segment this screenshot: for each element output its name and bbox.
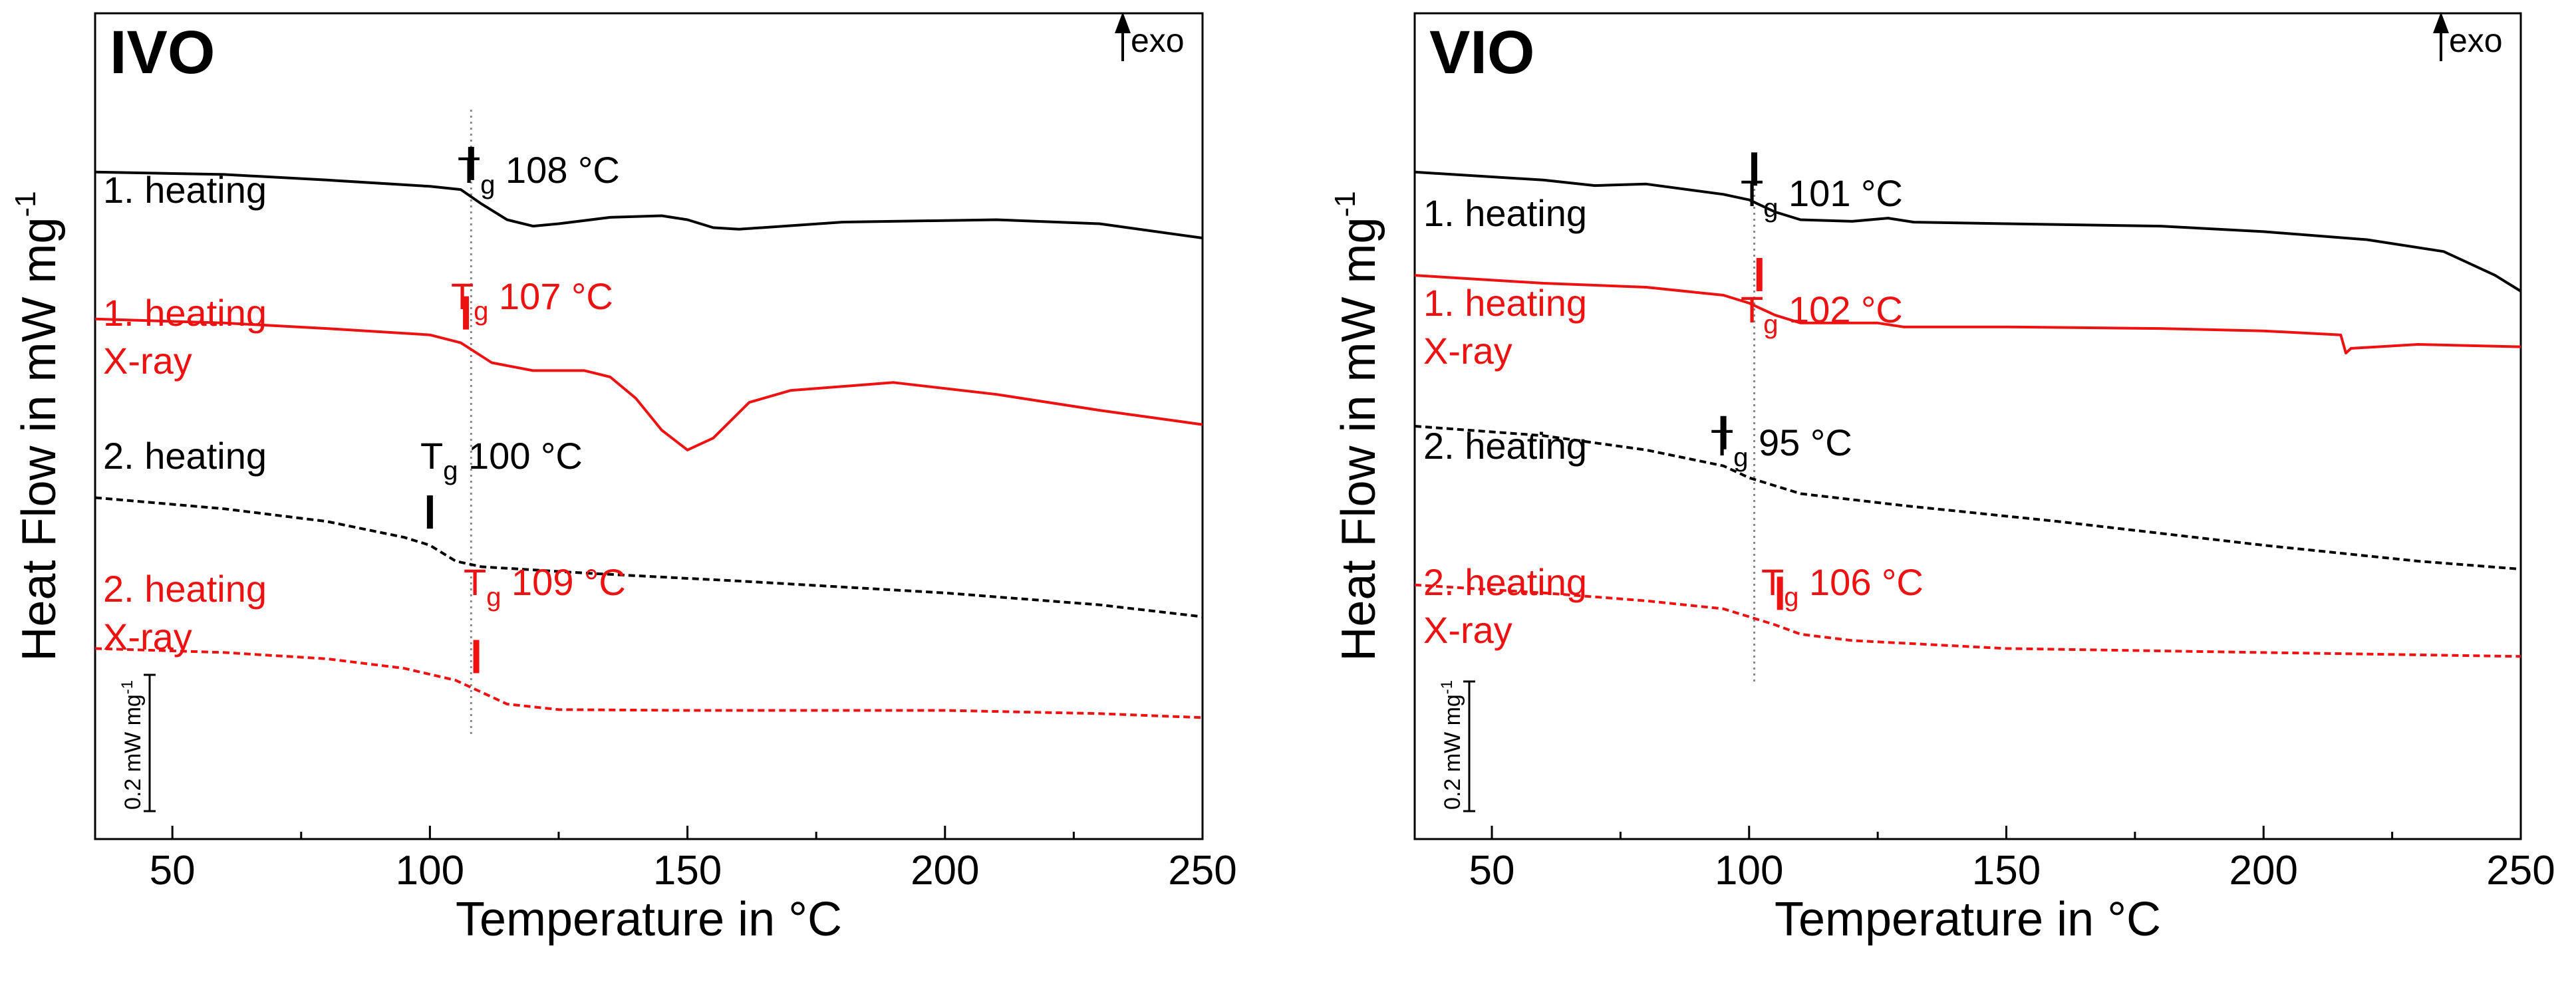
- series-line-3: [94, 496, 1203, 618]
- series-label-line: 1. heating: [103, 169, 267, 211]
- exo-arrow-head: [2433, 12, 2449, 33]
- series-label-line: 1. heating: [1423, 282, 1587, 324]
- tg-label-2: Tg 107 °C: [451, 275, 613, 326]
- y-axis-label-superscript: -1: [9, 191, 42, 217]
- series-label-line: X-ray: [1423, 609, 1512, 651]
- series-line-4: [94, 647, 1203, 719]
- tg-label-1: Tg 101 °C: [1741, 172, 1903, 223]
- series-line-3: [1414, 425, 2521, 570]
- tg-subscript: g: [486, 582, 501, 612]
- scale-bar-label-text: 0.2 mW mg: [120, 694, 146, 810]
- x-tick-label: 50: [150, 848, 196, 894]
- y-axis-label-superscript: -1: [1329, 191, 1361, 217]
- tg-value: 106 °C: [1798, 561, 1923, 603]
- series-line-2: [1414, 274, 2521, 355]
- series-label-3: 2. heating: [1423, 425, 1587, 467]
- tg-subscript: g: [474, 297, 488, 326]
- panel-title: VIO: [1429, 19, 1534, 86]
- series-label-line: 2. heating: [103, 568, 267, 610]
- x-tick-label: 200: [911, 848, 979, 894]
- tg-subscript: g: [443, 456, 458, 485]
- chart-panel-vio: 50 100 150 200 250 Temperature in °C Heat Flow…: [1329, 12, 2555, 946]
- tg-value: 102 °C: [1778, 289, 1902, 330]
- tg-label-3: Tg 100 °C: [420, 435, 583, 485]
- series-label-3: 2. heating: [103, 435, 267, 477]
- tg-letter: T: [464, 561, 486, 603]
- tg-letter: T: [458, 149, 480, 191]
- series-line-4: [1414, 583, 2521, 658]
- series-label-line: X-ray: [1423, 330, 1512, 372]
- tg-subscript: g: [1784, 582, 1798, 612]
- x-tick-label: 150: [1972, 848, 2041, 894]
- tg-label-4: Tg 106 °C: [1761, 561, 1924, 612]
- x-tick-label: 150: [653, 848, 722, 894]
- exo-label: exo: [2449, 22, 2503, 59]
- series-label-line: X-ray: [103, 616, 192, 658]
- x-tick-label: 250: [2486, 848, 2555, 894]
- tg-label-2: Tg 102 °C: [1741, 289, 1903, 339]
- series-label-line: 2. heating: [1423, 425, 1587, 467]
- tg-letter: T: [1761, 561, 1784, 603]
- y-axis-label: Heat Flow in mW mg-1: [1329, 191, 1385, 661]
- series-label-line: 1. heating: [103, 292, 267, 334]
- tg-letter: T: [420, 435, 443, 477]
- tg-value: 95 °C: [1748, 422, 1852, 463]
- series-label-2: 1. heating X-ray: [1423, 282, 1587, 372]
- series-label-line: 2. heating: [103, 435, 267, 477]
- x-tick-label: 200: [2229, 848, 2298, 894]
- x-axis-label: Temperature in °C: [456, 893, 842, 946]
- plot-frame: [94, 12, 1204, 840]
- tg-subscript: g: [1733, 443, 1748, 472]
- series-label-2: 1. heating X-ray: [103, 292, 267, 382]
- chart-panel-ivo: 50 100 150 200 250 Temperature in °C Heat Flow…: [9, 12, 1237, 946]
- tg-letter: T: [1741, 289, 1763, 330]
- panel-title: IVO: [110, 19, 215, 86]
- tg-letter: T: [1741, 172, 1763, 214]
- tg-value: 100 °C: [458, 435, 582, 477]
- series-line-1: [94, 170, 1203, 239]
- series-label-1: 1. heating: [103, 169, 267, 211]
- x-tick-label: 100: [1715, 848, 1783, 894]
- tg-value: 107 °C: [488, 275, 613, 317]
- tg-label-4: Tg 109 °C: [464, 561, 626, 612]
- tg-value: 109 °C: [501, 561, 625, 603]
- tg-value: 101 °C: [1778, 172, 1902, 214]
- series-label-4: 2. heating X-ray: [1423, 561, 1587, 651]
- x-tick-label: 50: [1469, 848, 1515, 894]
- tg-letter: T: [1711, 422, 1733, 463]
- scale-bar-label-superscript: -1: [1438, 680, 1456, 694]
- x-tick-label: 250: [1168, 848, 1236, 894]
- x-axis-label: Temperature in °C: [1775, 893, 2161, 946]
- scale-bar-label-superscript: -1: [118, 680, 136, 694]
- y-axis-label-text: Heat Flow in mW mg: [1332, 217, 1385, 662]
- series-label-line: X-ray: [103, 340, 192, 382]
- series-line-2: [94, 317, 1203, 451]
- tg-subscript: g: [1763, 310, 1778, 339]
- series-label-4: 2. heating X-ray: [103, 568, 267, 658]
- tg-subscript: g: [480, 170, 495, 199]
- series-line-1: [1414, 170, 2522, 293]
- tg-letter: T: [451, 275, 474, 317]
- exo-label: exo: [1131, 22, 1185, 59]
- tg-subscript: g: [1763, 193, 1778, 223]
- tg-label-3: Tg 95 °C: [1711, 422, 1852, 472]
- scale-bar-label-text: 0.2 mW mg: [1440, 694, 1465, 810]
- y-axis-label: Heat Flow in mW mg-1: [9, 191, 66, 661]
- scale-bar-label: 0.2 mW mg-1: [118, 680, 146, 810]
- exo-arrow-head: [1115, 12, 1131, 33]
- tg-label-1: Tg 108 °C: [458, 149, 620, 199]
- series-label-line: 2. heating: [1423, 561, 1587, 603]
- x-tick-label: 100: [396, 848, 464, 894]
- series-label-line: 1. heating: [1423, 192, 1587, 234]
- scale-bar-label: 0.2 mW mg-1: [1438, 680, 1465, 810]
- tg-value: 108 °C: [495, 149, 619, 191]
- series-label-1: 1. heating: [1423, 192, 1587, 234]
- y-axis-label-text: Heat Flow in mW mg: [13, 217, 66, 662]
